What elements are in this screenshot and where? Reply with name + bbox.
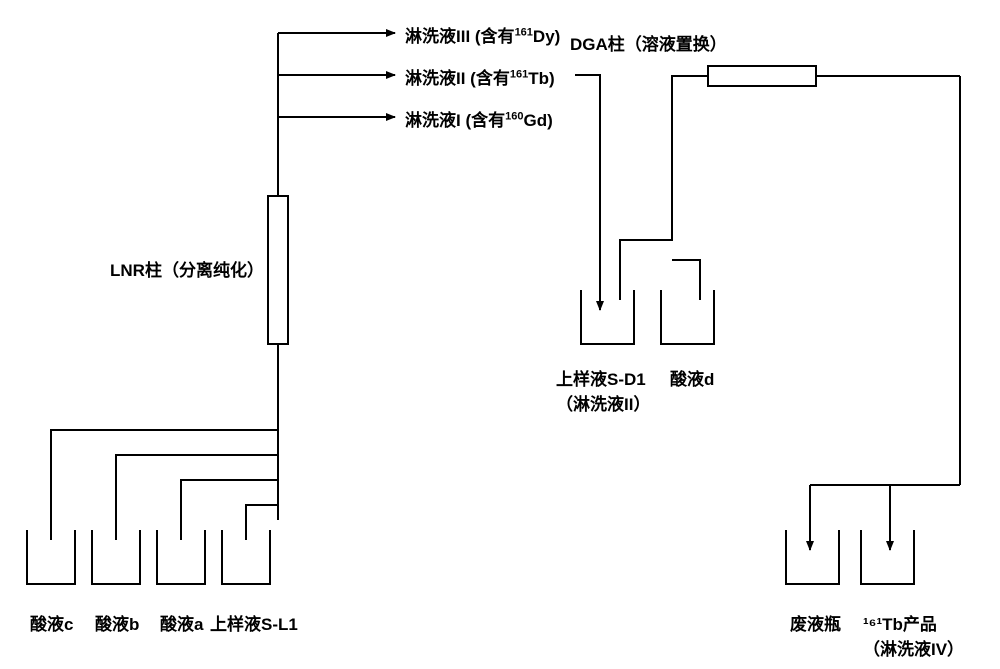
beaker-sample-sd1-label: 上样液S-D1（淋洗液II） xyxy=(556,365,650,415)
beaker-acid-c-label: 酸液c xyxy=(30,610,73,635)
beaker-acid-a-label: 酸液a xyxy=(160,610,203,635)
beaker-acid-a xyxy=(156,530,206,585)
beaker-acid-d xyxy=(660,290,715,345)
beaker-sample-sl1-label: 上样液S-L1 xyxy=(210,610,298,635)
beaker-waste-label: 废液瓶 xyxy=(790,610,841,635)
beaker-waste xyxy=(785,530,840,585)
beaker-acid-b-label: 酸液b xyxy=(95,610,139,635)
eluent-1-label: 淋洗液I (含有160Gd) xyxy=(405,106,553,131)
dga-column xyxy=(707,65,817,87)
beaker-acid-b xyxy=(91,530,141,585)
beaker-sample-sd1 xyxy=(580,290,635,345)
lnr-column-label: LNR柱（分离纯化） xyxy=(110,256,264,281)
beaker-product-label: ¹⁶¹Tb产品（淋洗液IV） xyxy=(863,610,964,660)
beaker-sample-sl1 xyxy=(221,530,271,585)
beaker-product xyxy=(860,530,915,585)
dga-column-label: DGA柱（溶液置换） xyxy=(570,30,727,55)
lnr-column xyxy=(267,195,289,345)
eluent-2-label: 淋洗液II (含有161Tb) xyxy=(405,64,555,89)
beaker-acid-c xyxy=(26,530,76,585)
flow-lines xyxy=(0,0,1000,669)
eluent-3-label: 淋洗液III (含有161Dy) xyxy=(405,22,560,47)
beaker-acid-d-label: 酸液d xyxy=(670,365,714,390)
